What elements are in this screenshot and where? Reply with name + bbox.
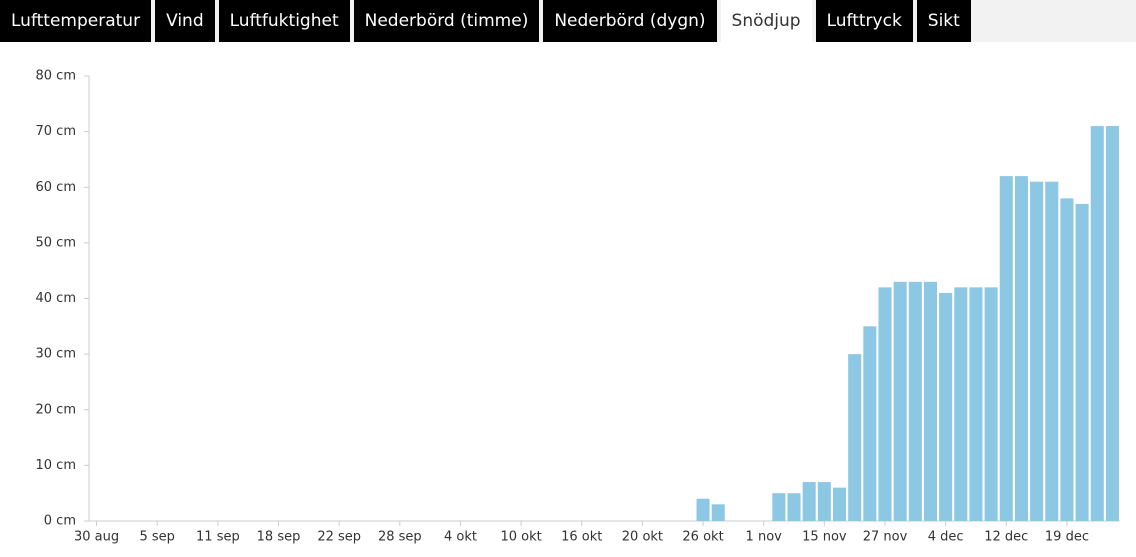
bar	[908, 281, 922, 521]
x-tick-label: 28 sep	[378, 530, 422, 545]
tab[interactable]: Nederbörd (dygn)	[543, 0, 717, 42]
y-tick-label: 50 cm	[36, 235, 77, 250]
tab[interactable]: Sikt	[916, 0, 971, 42]
tab[interactable]: Luftfuktighet	[218, 0, 350, 42]
x-tick-label: 16 okt	[561, 530, 602, 545]
x-tick-label: 1 nov	[746, 530, 783, 545]
y-tick-label: 60 cm	[36, 180, 77, 195]
y-tick-label: 0 cm	[44, 514, 76, 529]
x-tick-label: 12 dec	[984, 530, 1028, 545]
y-tick-label: 30 cm	[36, 347, 77, 362]
bar	[923, 281, 937, 521]
x-tick-label: 5 sep	[140, 530, 175, 545]
y-tick-label: 10 cm	[36, 458, 77, 473]
tab-bar: Lufttemperatur Vind Luftfuktighet Nederbörd…	[0, 0, 1136, 42]
tab[interactable]: Lufttryck	[815, 0, 913, 42]
y-tick-label: 80 cm	[36, 69, 77, 84]
bar	[939, 292, 953, 521]
x-tick-label: 26 okt	[682, 530, 723, 545]
bar	[802, 482, 816, 521]
x-tick-label: 27 nov	[863, 530, 908, 545]
bar	[893, 281, 907, 521]
x-tick-label: 20 okt	[622, 530, 663, 545]
x-tick-label: 15 nov	[802, 530, 847, 545]
bar	[787, 493, 801, 521]
bar	[711, 504, 725, 521]
bar	[848, 354, 862, 521]
bar	[1060, 198, 1074, 521]
bar	[969, 287, 983, 521]
tab[interactable]: Snödjup	[720, 0, 812, 42]
bar	[772, 493, 786, 521]
bar	[1075, 203, 1089, 521]
tab[interactable]: Lufttemperatur	[0, 0, 152, 42]
chart: 0 cm 10 cm 20 cm 30 cm 40 cm 50 cm 60 cm 70 cm 8…	[36, 69, 1120, 545]
x-tick-label: 19 dec	[1045, 530, 1089, 545]
bar	[984, 287, 998, 521]
y-tick-label: 70 cm	[36, 124, 77, 139]
x-tick-label: 11 sep	[196, 530, 240, 545]
x-tick-label: 30 aug	[74, 530, 119, 545]
bar	[817, 482, 831, 521]
bar	[1030, 181, 1044, 521]
bar	[1014, 176, 1028, 521]
x-tick-label: 4 okt	[444, 530, 477, 545]
x-tick-label: 18 sep	[257, 530, 301, 545]
bar	[832, 487, 847, 521]
y-tick-label: 20 cm	[36, 402, 77, 417]
x-tick-label: 4 dec	[928, 530, 964, 545]
bar	[878, 287, 892, 521]
y-tick-label: 40 cm	[36, 291, 77, 306]
tab[interactable]: Nederbörd (timme)	[353, 0, 540, 42]
bar	[863, 326, 877, 521]
bar	[1105, 126, 1119, 521]
x-tick-label: 10 okt	[500, 530, 541, 545]
bar	[954, 287, 968, 521]
bar	[696, 498, 710, 521]
tab[interactable]: Vind	[155, 0, 215, 42]
x-tick-label: 22 sep	[317, 530, 361, 545]
bar	[999, 176, 1013, 521]
bar	[1045, 181, 1059, 521]
bar	[1090, 126, 1104, 521]
